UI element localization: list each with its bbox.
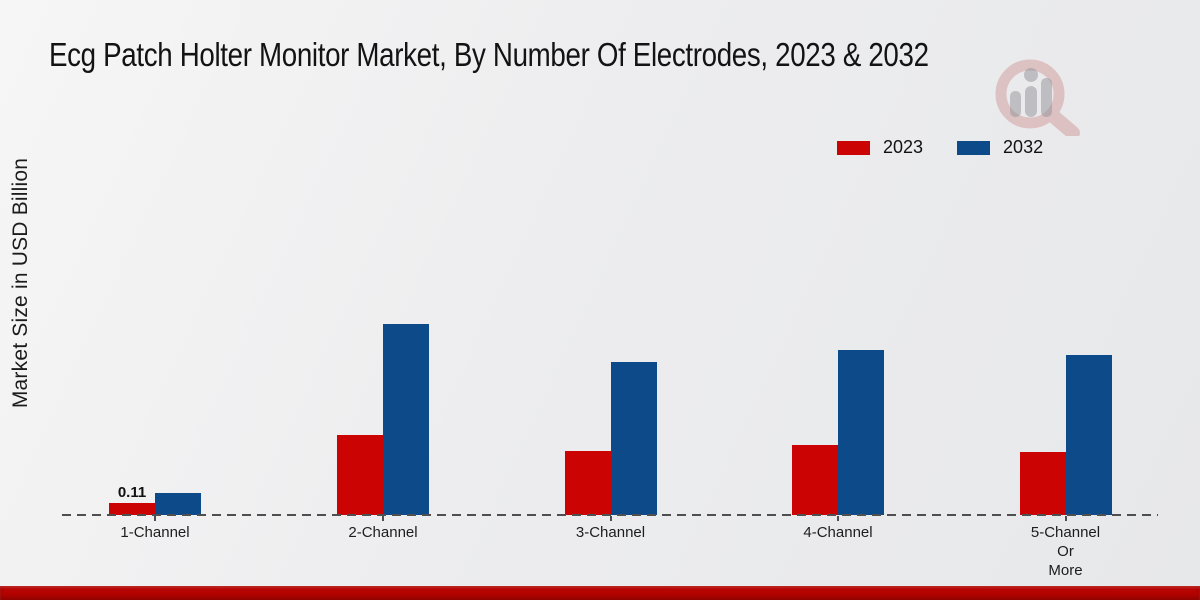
axis-tick — [609, 516, 612, 521]
bar-2032-2-channel — [383, 324, 429, 515]
legend-swatch-2023 — [837, 140, 870, 155]
axis-tick — [1064, 516, 1067, 521]
legend-item-2032: 2032 — [957, 137, 1043, 158]
category-label-2-channel: 2-Channel — [348, 524, 418, 541]
axis-tick — [154, 516, 156, 521]
bar-2032-5-channel-or-more — [1065, 355, 1112, 515]
data-label-2023-1-channel: 0.11 — [117, 484, 147, 501]
footer-accent-bar — [0, 586, 1200, 600]
brand-watermark-icon — [995, 59, 1080, 136]
category-label-1-channel: 1-Channel — [120, 524, 190, 541]
legend-label-2023: 2023 — [883, 137, 924, 157]
legend-item-2023: 2023 — [837, 137, 923, 158]
bar-2023-1-channel — [109, 503, 155, 515]
legend-label-2032: 2032 — [1003, 137, 1044, 157]
bar-2023-4-channel — [792, 445, 838, 515]
bar-2023-3-channel — [564, 451, 611, 515]
axis-tick — [837, 516, 839, 521]
category-label-3-channel: 3-Channel — [575, 524, 646, 541]
legend-swatch-2032 — [957, 140, 991, 155]
bar-2023-5-channel-or-more — [1019, 452, 1066, 515]
chart-title: Ecg Patch Holter Monitor Market, By Numb… — [49, 36, 929, 73]
legend: 2023 2032 — [837, 137, 1043, 158]
x-axis-dashed-baseline — [62, 514, 1158, 516]
category-label-5-channel-or-more: 5-Channel Or More — [1030, 524, 1101, 579]
bar-2032-4-channel — [838, 350, 884, 515]
bar-2032-3-channel — [610, 362, 657, 515]
bar-2023-2-channel — [337, 435, 383, 515]
bar-2032-1-channel — [155, 493, 201, 515]
axis-tick — [382, 516, 384, 521]
category-label-4-channel: 4-Channel — [803, 524, 873, 541]
